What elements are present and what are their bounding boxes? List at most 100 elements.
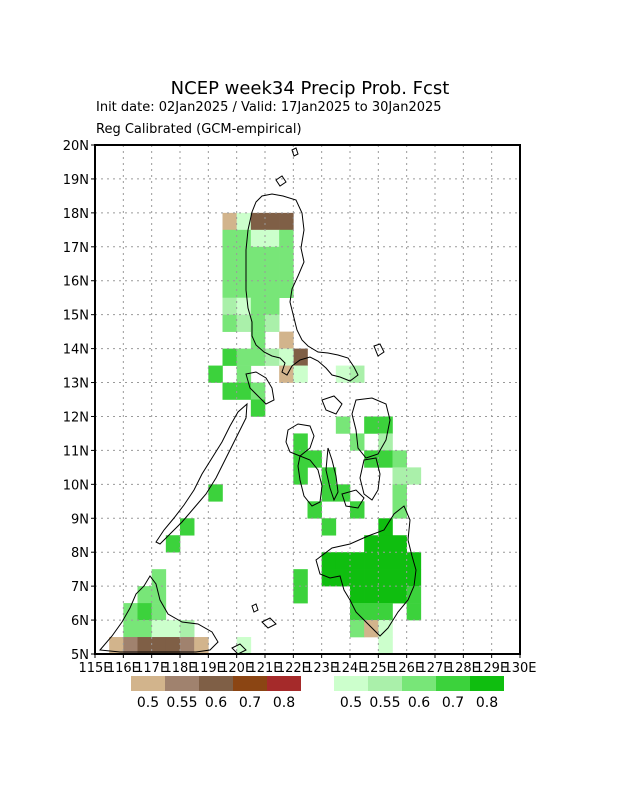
prob-cell bbox=[265, 314, 280, 332]
dry-legend-swatch bbox=[131, 676, 165, 691]
lat-tick-label: 13N bbox=[63, 377, 89, 392]
prob-cell bbox=[222, 314, 237, 332]
lat-tick-label: 9N bbox=[71, 512, 89, 527]
lat-tick-label: 14N bbox=[63, 343, 89, 358]
prob-cell bbox=[335, 365, 351, 383]
prob-cell bbox=[350, 569, 365, 587]
prob-cell bbox=[392, 552, 407, 570]
prob-cell bbox=[250, 263, 266, 282]
prob-cell bbox=[151, 620, 167, 638]
prob-cell bbox=[378, 586, 393, 604]
prob-cell bbox=[378, 637, 393, 655]
lat-tick-label: 10N bbox=[63, 478, 89, 493]
prob-cell bbox=[406, 467, 422, 485]
prob-cell bbox=[406, 569, 422, 587]
prob-cell bbox=[364, 416, 379, 434]
prob-cell bbox=[123, 637, 138, 655]
prob-cell bbox=[321, 552, 337, 570]
prob-cell bbox=[335, 484, 351, 502]
prob-cell bbox=[279, 212, 294, 231]
dry-legend-swatch bbox=[267, 676, 301, 691]
prob-cell bbox=[350, 552, 365, 570]
prob-cell bbox=[194, 637, 209, 655]
lon-tick-label: 118E bbox=[163, 661, 196, 676]
coastline-sulu-2 bbox=[251, 603, 259, 613]
wet-legend-swatch bbox=[436, 676, 470, 691]
coastline-tawi bbox=[231, 643, 247, 655]
prob-cell bbox=[293, 467, 308, 485]
prob-cell bbox=[279, 263, 294, 282]
prob-cell bbox=[378, 620, 393, 638]
prob-cell bbox=[392, 484, 407, 502]
dry-legend-label: 0.6 bbox=[205, 695, 227, 711]
map-gridlines bbox=[95, 145, 520, 654]
prob-cell bbox=[392, 467, 407, 485]
lat-tick-label: 12N bbox=[63, 410, 89, 425]
prob-cell bbox=[137, 620, 152, 638]
prob-cell bbox=[392, 586, 407, 604]
prob-cell bbox=[321, 518, 337, 536]
prob-cell bbox=[222, 246, 237, 265]
prob-cell bbox=[321, 484, 337, 502]
prob-cell bbox=[165, 637, 181, 655]
prob-cell bbox=[293, 433, 308, 451]
prob-cell bbox=[378, 433, 393, 451]
prob-cell bbox=[279, 229, 294, 248]
lat-tick-label: 11N bbox=[63, 444, 89, 459]
init-valid-dates: Init date: 02Jan2025 / Valid: 17Jan2025 … bbox=[96, 100, 442, 115]
prob-cell bbox=[180, 518, 195, 536]
wet-legend-label: 0.7 bbox=[442, 695, 464, 711]
coastline-cebu bbox=[325, 447, 339, 502]
map-frame bbox=[94, 144, 521, 655]
probability-cells bbox=[109, 212, 422, 655]
prob-cell bbox=[392, 569, 407, 587]
lon-tick-label: 117E bbox=[135, 661, 168, 676]
prob-cell bbox=[265, 348, 280, 366]
dry-legend-swatch bbox=[199, 676, 233, 691]
prob-cell bbox=[123, 603, 138, 621]
prob-cell bbox=[236, 637, 252, 655]
wet-legend-label: 0.6 bbox=[408, 695, 430, 711]
lon-tick-label: 128E bbox=[447, 661, 480, 676]
prob-cell bbox=[250, 331, 266, 349]
wet-legend-swatch bbox=[402, 676, 436, 691]
prob-cell bbox=[392, 535, 407, 553]
wet-legend-label: 0.55 bbox=[369, 695, 400, 711]
lon-tick-label: 115E bbox=[78, 661, 111, 676]
prob-cell bbox=[236, 246, 252, 265]
dry-legend-label: 0.55 bbox=[166, 695, 197, 711]
prob-cell bbox=[222, 382, 237, 400]
prob-cell bbox=[165, 620, 181, 638]
lon-tick-label: 126E bbox=[390, 661, 423, 676]
prob-cell bbox=[250, 229, 266, 248]
prob-cell bbox=[250, 297, 266, 315]
prob-cell bbox=[236, 382, 252, 400]
lon-tick-label: 124E bbox=[333, 661, 366, 676]
lat-tick-label: 5N bbox=[71, 648, 89, 663]
prob-cell bbox=[222, 297, 237, 315]
wet-legend-label: 0.5 bbox=[340, 695, 362, 711]
prob-cell bbox=[208, 484, 223, 502]
prob-cell bbox=[321, 467, 337, 485]
prob-cell bbox=[151, 603, 167, 621]
prob-cell bbox=[378, 450, 393, 468]
prob-cell bbox=[279, 246, 294, 265]
lon-tick-label: 127E bbox=[418, 661, 451, 676]
prob-cell bbox=[279, 280, 294, 298]
coastline-leyte bbox=[359, 457, 381, 501]
coastline-babuyan bbox=[275, 175, 287, 187]
prob-cell bbox=[293, 450, 308, 468]
prob-cell bbox=[279, 348, 294, 366]
prob-cell bbox=[236, 263, 252, 282]
prob-cell bbox=[364, 603, 379, 621]
prob-cell bbox=[293, 348, 308, 366]
prob-cell bbox=[250, 348, 266, 366]
prob-cell bbox=[378, 603, 393, 621]
prob-cell bbox=[123, 620, 138, 638]
dry-legend-swatch bbox=[233, 676, 267, 691]
coastline-masbate bbox=[321, 395, 343, 415]
prob-cell bbox=[364, 569, 379, 587]
lat-tick-label: 7N bbox=[71, 580, 89, 595]
prob-cell bbox=[180, 620, 195, 638]
lat-tick-label: 15N bbox=[63, 309, 89, 324]
